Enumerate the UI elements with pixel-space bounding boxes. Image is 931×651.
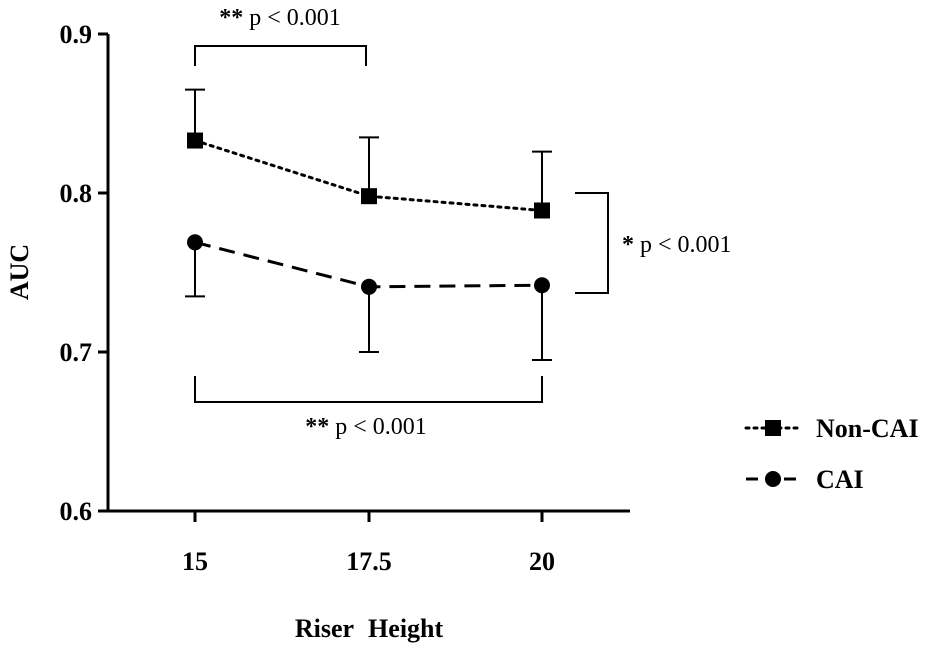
legend-marker-circle (765, 471, 781, 487)
significance-stars: ** (305, 414, 329, 440)
right-annotation: * p < 0.001 (622, 232, 732, 258)
right-bracket (575, 192, 609, 294)
significance-stars: * (622, 232, 634, 258)
significance-stars: ** (219, 5, 243, 31)
y-tick-label: 0.9 (60, 20, 93, 49)
data-point-circle (187, 234, 203, 251)
data-point-circle (534, 277, 550, 294)
data-point-circle (361, 278, 377, 295)
top-bracket (194, 45, 367, 66)
p-value-text: p < 0.001 (243, 5, 341, 31)
error-bars (185, 88, 552, 361)
significance-annotations: ** p < 0.001* p < 0.001** p < 0.001 (194, 5, 732, 440)
data-point-square (361, 188, 377, 205)
p-value-text: p < 0.001 (329, 414, 427, 440)
axes: 0.6 0.7 0.8 0.9 15 17.5 20 (60, 20, 630, 576)
y-tick-label: 0.8 (60, 179, 93, 208)
top-annotation: ** p < 0.001 (219, 5, 341, 31)
data-point-square (534, 202, 550, 219)
legend-label: CAI (816, 465, 864, 494)
bottom-bracket (194, 376, 543, 403)
p-value-text: p < 0.001 (634, 232, 732, 258)
bottom-annotation: ** p < 0.001 (305, 414, 427, 440)
series-markers (187, 132, 550, 295)
x-tick-label: 20 (529, 547, 555, 576)
y-tick-label: 0.7 (60, 338, 93, 367)
legend-marker-square (765, 420, 781, 436)
legend: Non-CAI CAI (744, 414, 919, 494)
legend-label: Non-CAI (816, 414, 919, 443)
x-axis-title: Riser Height (295, 614, 444, 643)
x-tick-label: 15 (182, 547, 208, 576)
data-point-square (187, 132, 203, 149)
x-tick-label: 17.5 (346, 547, 392, 576)
y-tick-label: 0.6 (60, 497, 93, 526)
y-axis-title: AUC (5, 244, 34, 300)
